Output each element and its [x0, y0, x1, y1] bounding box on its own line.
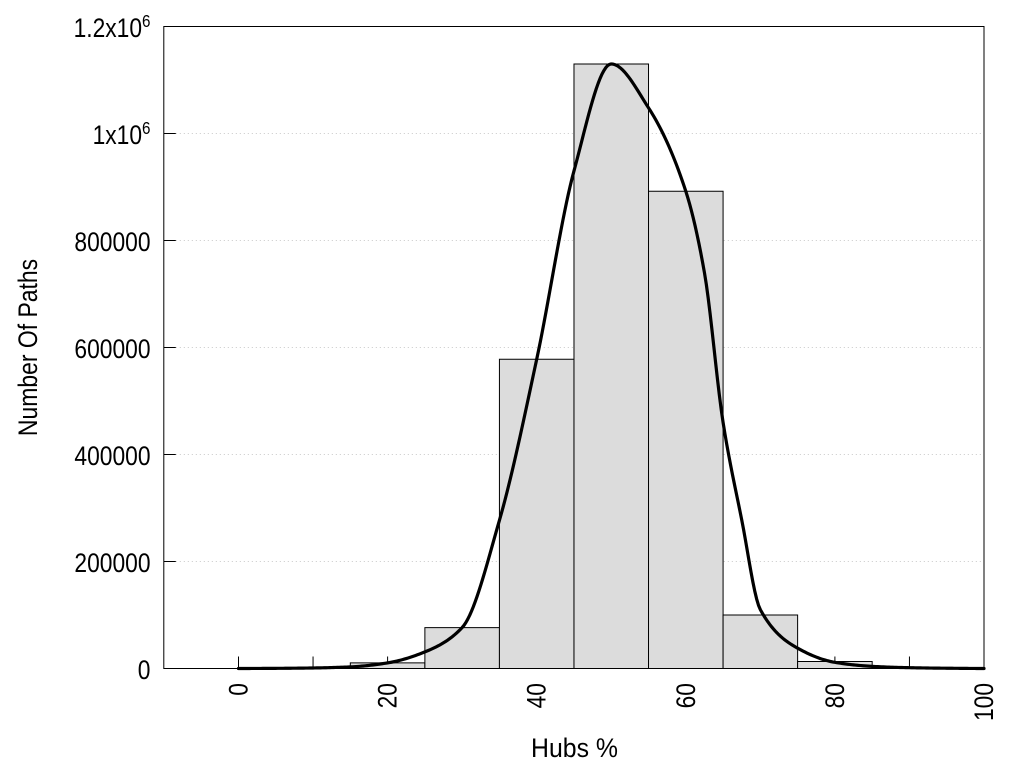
svg-text:0: 0	[138, 655, 151, 685]
svg-text:800000: 800000	[74, 227, 150, 257]
svg-text:20: 20	[373, 683, 403, 708]
svg-text:1x106: 1x106	[93, 118, 151, 151]
svg-text:80: 80	[820, 683, 850, 708]
svg-text:400000: 400000	[74, 441, 150, 471]
svg-text:100: 100	[969, 683, 999, 721]
svg-text:Hubs %: Hubs %	[531, 734, 618, 763]
svg-text:1.2x106: 1.2x106	[74, 11, 151, 44]
svg-text:Number Of Paths: Number Of Paths	[13, 259, 43, 436]
svg-text:200000: 200000	[74, 548, 150, 578]
svg-text:600000: 600000	[74, 334, 150, 364]
svg-text:40: 40	[522, 683, 552, 708]
svg-text:0: 0	[224, 683, 254, 696]
svg-text:60: 60	[671, 683, 701, 708]
